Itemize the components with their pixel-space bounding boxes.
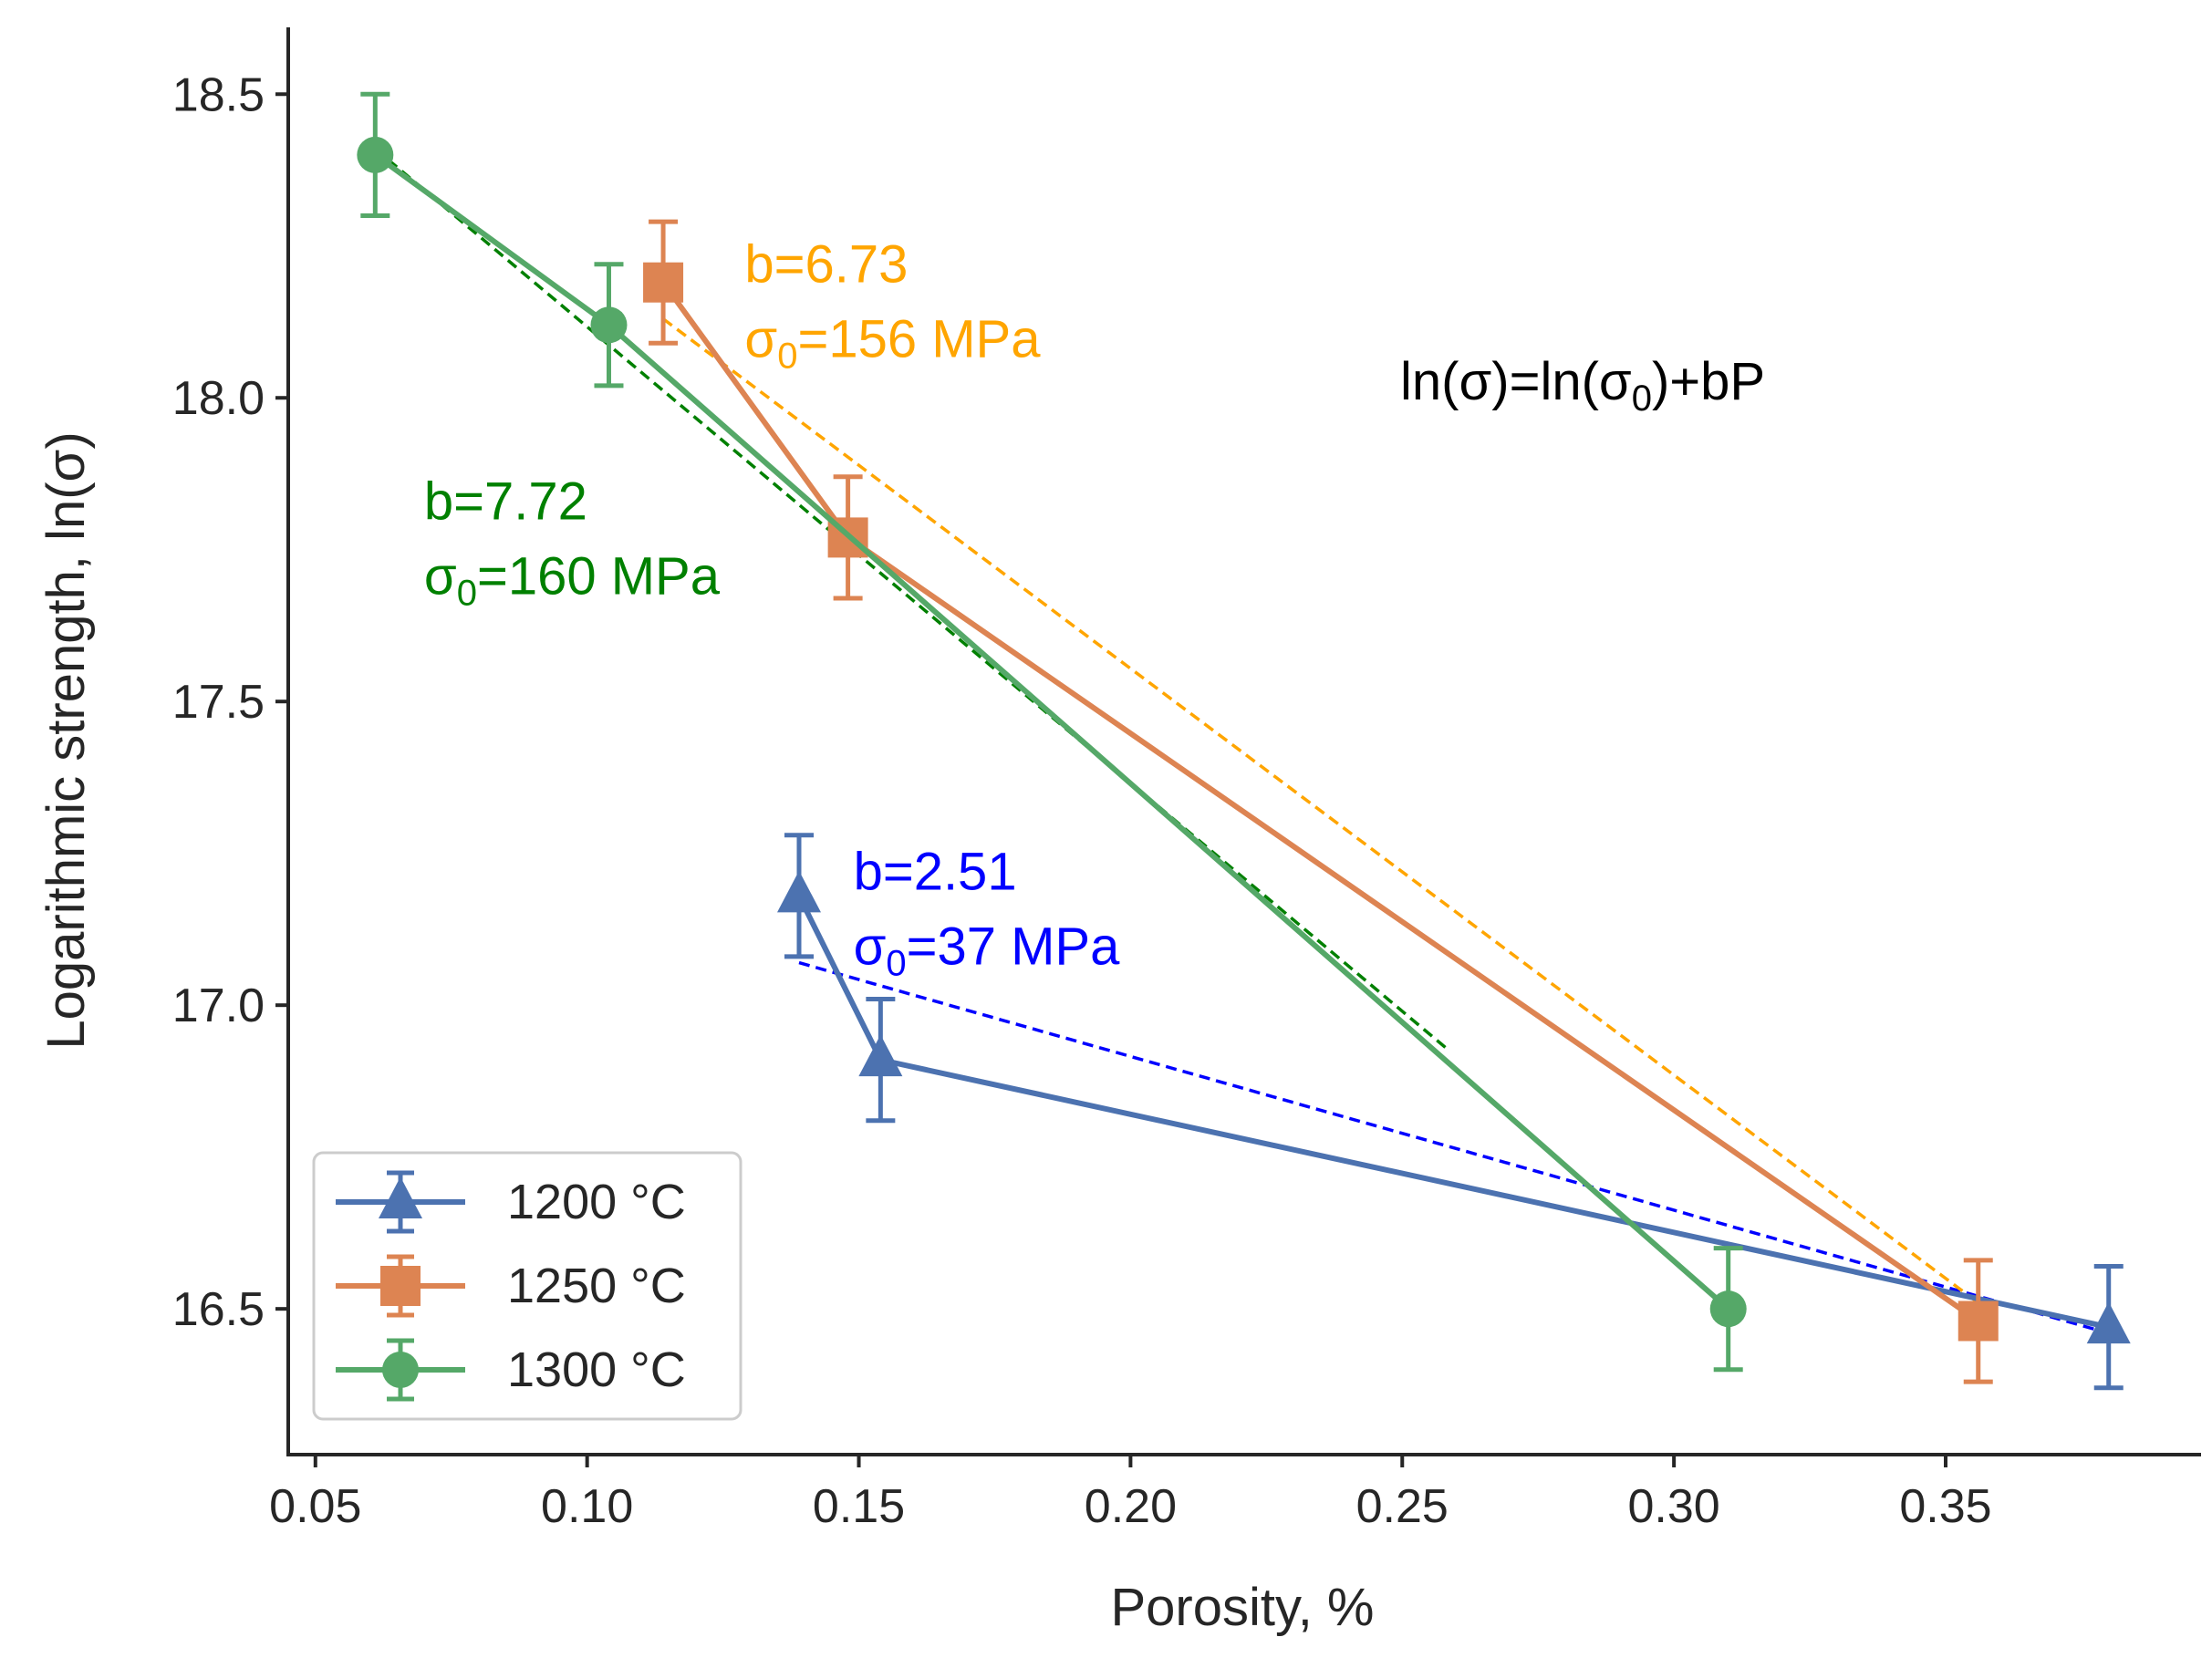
series-line bbox=[660, 280, 1980, 1323]
fit-b-label: b=7.72 bbox=[424, 471, 587, 531]
series-group bbox=[357, 91, 1747, 1373]
legend-entry: 1300 °C bbox=[336, 1338, 686, 1402]
axes bbox=[286, 27, 2201, 1456]
legend-marker bbox=[379, 1176, 422, 1218]
legend-label: 1250 °C bbox=[507, 1259, 686, 1313]
fit-sigma-label: σ0=160 MPa bbox=[424, 546, 721, 613]
y-ticks: 16.5 17.0 17.5 18.0 18.5 bbox=[172, 68, 288, 1336]
x-tick-label: 0.35 bbox=[1899, 1480, 1991, 1533]
fit-sigma-label: σ0=37 MPa bbox=[854, 917, 1121, 984]
x-tick-label: 0.20 bbox=[1085, 1480, 1177, 1533]
series-line bbox=[373, 152, 1730, 1311]
fit-sigma-label: σ0=156 MPa bbox=[744, 310, 1041, 377]
fit-annotations: b=2.51 σ0=37 MPa b=6.73 σ0=156 MPa b=7.72 σ0=… bbox=[424, 235, 1120, 984]
data-point bbox=[776, 870, 821, 913]
y-tick-label: 17.0 bbox=[172, 979, 265, 1032]
fit-line bbox=[798, 960, 2110, 1335]
data-series bbox=[357, 91, 2131, 1391]
legend-entry: 1200 °C bbox=[336, 1170, 686, 1234]
data-point bbox=[590, 306, 628, 344]
data-point bbox=[1709, 1290, 1747, 1328]
x-tick-label: 0.10 bbox=[541, 1480, 633, 1533]
legend-box bbox=[312, 1151, 743, 1421]
legend-marker bbox=[380, 1266, 421, 1306]
legend-label: 1300 °C bbox=[507, 1342, 686, 1397]
y-tick-label: 16.5 bbox=[172, 1283, 265, 1336]
x-tick-label: 0.30 bbox=[1628, 1480, 1720, 1533]
data-point bbox=[858, 1034, 903, 1077]
y-tick-label: 17.5 bbox=[172, 676, 265, 729]
y-tick-label: 18.5 bbox=[172, 68, 265, 121]
data-point bbox=[1958, 1300, 1999, 1342]
x-tick-label: 0.15 bbox=[813, 1480, 905, 1533]
fit-b-label: b=2.51 bbox=[854, 843, 1017, 902]
data-point bbox=[2086, 1301, 2131, 1344]
y-axis-label: Logarithmic strength, ln(σ) bbox=[36, 431, 96, 1049]
y-tick-label: 18.0 bbox=[172, 372, 265, 425]
equation-label: ln(σ)=ln(σ0)+bP bbox=[1400, 352, 1765, 419]
legend-marker bbox=[382, 1352, 419, 1388]
series-group bbox=[776, 833, 2131, 1391]
x-ticks: 0.05 0.10 0.15 0.20 0.25 0.30 0.35 bbox=[269, 1455, 1992, 1533]
x-tick-label: 0.05 bbox=[269, 1480, 361, 1533]
fit-lines bbox=[374, 147, 2110, 1335]
x-axis-label: Porosity, % bbox=[1110, 1578, 1374, 1637]
series-group bbox=[643, 219, 1999, 1384]
x-tick-label: 0.25 bbox=[1356, 1480, 1449, 1533]
legend-label: 1200 °C bbox=[507, 1175, 686, 1229]
fit-b-label: b=6.73 bbox=[744, 235, 908, 295]
fit-line bbox=[662, 317, 1979, 1304]
fit-line bbox=[374, 147, 1448, 1050]
data-point bbox=[357, 136, 394, 173]
legend-entry: 1250 °C bbox=[336, 1254, 686, 1318]
data-point bbox=[643, 262, 684, 303]
legend: 1200 °C 1250 °C 1300 °C bbox=[312, 1151, 743, 1421]
